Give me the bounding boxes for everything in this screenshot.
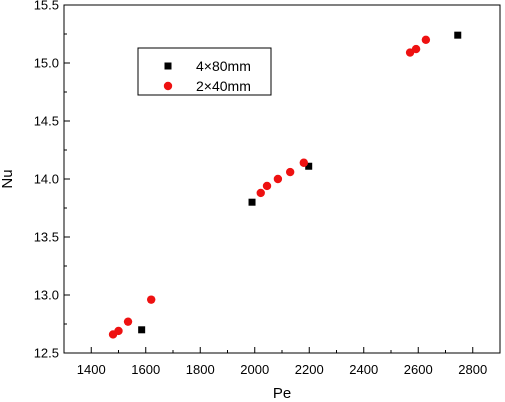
y-tick-label: 13.0 [34,288,59,303]
legend-marker-square [164,62,172,70]
legend-label: 2×40mm [196,78,251,94]
y-tick-label: 14.0 [34,172,59,187]
legend: 4×80mm 2×40mm [137,47,272,96]
y-tick-label: 15.0 [34,56,59,71]
data-point-circle [256,188,265,198]
y-axis-ticks: 12.5 13.0 13.5 14.0 14.5 15.0 15.5 [34,0,70,361]
data-point-square [305,162,313,170]
x-tick-label: 1400 [77,362,106,377]
y-tick-label: 14.5 [34,114,59,129]
x-tick-label: 2000 [240,362,269,377]
x-tick-label: 2400 [349,362,378,377]
data-point-circle [285,167,295,177]
data-point-circle [114,326,123,336]
legend-box [137,47,272,96]
y-tick-label: 12.5 [34,346,59,361]
x-tick-label: 2800 [458,362,487,377]
data-point-square [248,198,256,206]
y-tick-label: 13.5 [34,230,59,245]
legend-marker-circle [163,81,173,91]
x-tick-label: 1800 [186,362,215,377]
data-point-circle [273,174,283,184]
legend-label: 4×80mm [196,58,251,74]
data-points [108,31,462,339]
data-point-square [454,31,462,39]
data-point-circle [262,181,272,191]
x-tick-label: 2200 [295,362,324,377]
data-point-circle [147,295,156,304]
data-point-circle [123,317,133,326]
data-point-circle [411,44,421,54]
y-tick-label: 15.5 [34,0,59,13]
data-point-circle [299,158,308,167]
x-axis-title: Pe [273,385,291,402]
y-axis-title: Nu [0,169,16,188]
data-point-circle [421,35,431,44]
x-tick-label: 1600 [131,362,160,377]
x-axis-ticks: 1400 1600 1800 2000 2200 2400 2600 2800 [63,347,501,377]
data-point-square [138,326,146,334]
x-tick-label: 2600 [404,362,433,377]
